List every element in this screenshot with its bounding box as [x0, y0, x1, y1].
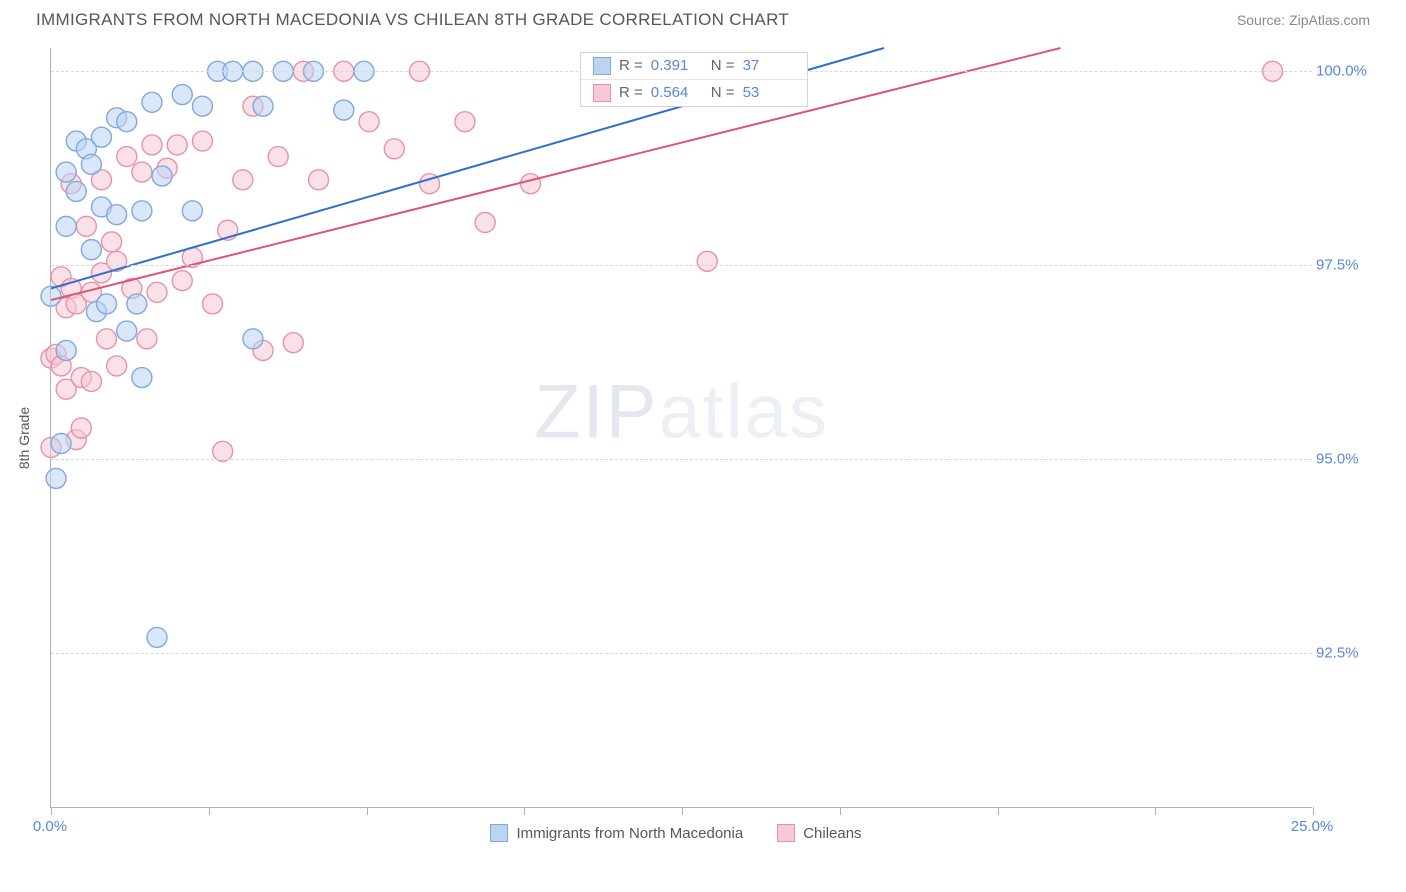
data-point — [172, 271, 192, 291]
legend-label-series1: Immigrants from North Macedonia — [516, 825, 743, 842]
source-link[interactable]: ZipAtlas.com — [1289, 12, 1370, 28]
data-point — [455, 112, 475, 132]
data-point — [97, 329, 117, 349]
legend-item-series2: Chileans — [777, 824, 861, 842]
data-point — [167, 135, 187, 155]
data-point — [182, 201, 202, 221]
chart-area: 8th Grade ZIPatlas Immigrants from North… — [36, 48, 1376, 828]
chart-title: IMMIGRANTS FROM NORTH MACEDONIA VS CHILE… — [36, 10, 789, 30]
data-point — [117, 321, 137, 341]
data-point — [132, 162, 152, 182]
r-value-2: 0.564 — [651, 84, 703, 101]
data-point — [203, 294, 223, 314]
x-tick — [524, 807, 525, 815]
data-point — [81, 240, 101, 260]
data-point — [76, 216, 96, 236]
x-tick — [1155, 807, 1156, 815]
swatch-series2 — [777, 824, 795, 842]
data-point — [521, 174, 541, 194]
legend-item-series1: Immigrants from North Macedonia — [490, 824, 743, 842]
x-tick-label: 25.0% — [1291, 818, 1334, 835]
bottom-legend: Immigrants from North Macedonia Chileans — [36, 824, 1316, 842]
gridline-h — [51, 459, 1312, 460]
data-point — [46, 468, 66, 488]
n-value-1: 37 — [743, 57, 795, 74]
data-point — [81, 371, 101, 391]
scatter-svg — [51, 48, 1312, 807]
swatch-series1-icon — [593, 57, 611, 75]
stats-row-1: R = 0.391 N = 37 — [581, 53, 807, 79]
data-point — [56, 162, 76, 182]
data-point — [137, 329, 157, 349]
n-label-2: N = — [711, 84, 735, 101]
y-tick-label: 92.5% — [1316, 644, 1359, 661]
x-tick — [1313, 807, 1314, 815]
data-point — [102, 232, 122, 252]
data-point — [56, 340, 76, 360]
gridline-h — [51, 265, 1312, 266]
n-label-1: N = — [711, 57, 735, 74]
x-tick-label: 0.0% — [33, 818, 67, 835]
swatch-series1 — [490, 824, 508, 842]
data-point — [41, 286, 61, 306]
data-point — [117, 147, 137, 167]
data-point — [132, 368, 152, 388]
data-point — [192, 131, 212, 151]
x-tick — [998, 807, 999, 815]
data-point — [107, 356, 127, 376]
data-point — [697, 251, 717, 271]
data-point — [384, 139, 404, 159]
y-tick-label: 97.5% — [1316, 257, 1359, 274]
gridline-h — [51, 653, 1312, 654]
data-point — [253, 96, 273, 116]
data-point — [309, 170, 329, 190]
swatch-series2-icon — [593, 84, 611, 102]
data-point — [97, 294, 117, 314]
y-tick-label: 100.0% — [1316, 63, 1367, 80]
legend-label-series2: Chileans — [803, 825, 861, 842]
stats-legend: R = 0.391 N = 37 R = 0.564 N = 53 — [580, 52, 808, 107]
stats-row-2: R = 0.564 N = 53 — [581, 79, 807, 106]
data-point — [127, 294, 147, 314]
x-tick — [367, 807, 368, 815]
y-axis-label: 8th Grade — [16, 407, 32, 469]
data-point — [66, 181, 86, 201]
trend-line — [51, 48, 1061, 300]
data-point — [192, 96, 212, 116]
data-point — [107, 205, 127, 225]
data-point — [152, 166, 172, 186]
data-point — [81, 154, 101, 174]
x-tick — [840, 807, 841, 815]
data-point — [142, 135, 162, 155]
source-credit: Source: ZipAtlas.com — [1237, 12, 1370, 28]
y-tick-label: 95.0% — [1316, 451, 1359, 468]
data-point — [359, 112, 379, 132]
n-value-2: 53 — [743, 84, 795, 101]
data-point — [283, 333, 303, 353]
data-point — [172, 85, 192, 105]
r-value-1: 0.391 — [651, 57, 703, 74]
x-tick — [209, 807, 210, 815]
data-point — [243, 329, 263, 349]
data-point — [147, 627, 167, 647]
plot-region: ZIPatlas — [50, 48, 1312, 808]
data-point — [268, 147, 288, 167]
data-point — [475, 212, 495, 232]
data-point — [91, 127, 111, 147]
x-tick — [682, 807, 683, 815]
data-point — [117, 112, 137, 132]
data-point — [142, 92, 162, 112]
r-label-2: R = — [619, 84, 643, 101]
data-point — [233, 170, 253, 190]
x-tick — [51, 807, 52, 815]
data-point — [147, 282, 167, 302]
data-point — [334, 100, 354, 120]
data-point — [56, 216, 76, 236]
data-point — [51, 434, 71, 454]
data-point — [71, 418, 91, 438]
source-prefix: Source: — [1237, 12, 1289, 28]
r-label-1: R = — [619, 57, 643, 74]
data-point — [132, 201, 152, 221]
